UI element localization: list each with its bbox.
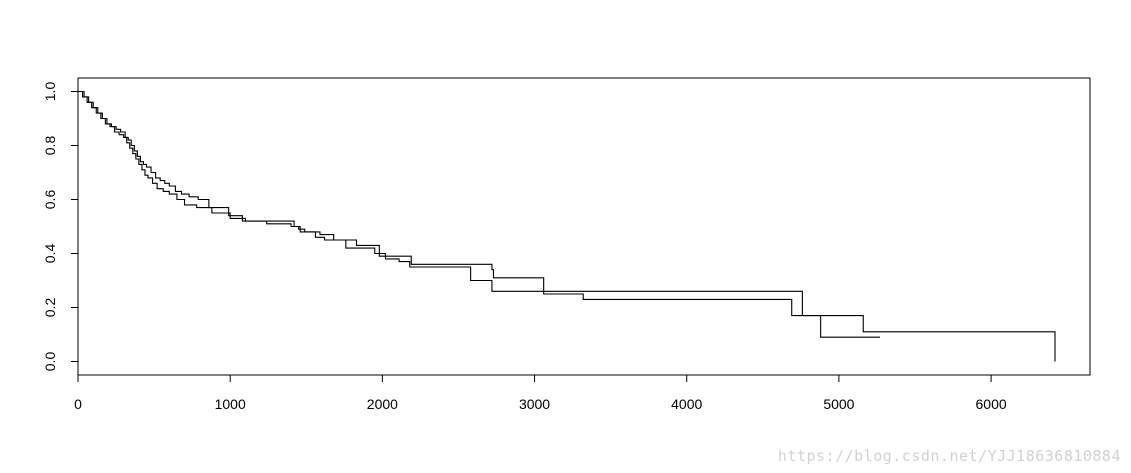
survival-curve-1 [78,90,1056,362]
x-tick-label: 5000 [823,396,854,412]
y-tick-label: 0.0 [42,352,58,372]
x-tick-label: 1000 [215,396,246,412]
x-tick-label: 3000 [519,396,550,412]
x-tick-label: 0 [74,396,82,412]
watermark-text: https://blog.csdn.net/YJJ18636810884 [777,447,1121,465]
survival-curve-2 [78,90,880,338]
x-axis: 0 1000 2000 3000 4000 5000 6000 [74,374,1007,412]
y-axis: 0.0 0.2 0.4 0.6 0.8 1.0 [42,82,79,372]
y-tick-label: 0.2 [42,298,58,318]
y-tick-label: 0.6 [42,190,58,210]
plot-frame [77,77,1091,376]
series-layer [78,90,1056,362]
y-tick-label: 1.0 [42,82,58,102]
x-tick-label: 2000 [367,396,398,412]
y-tick-label: 0.4 [42,244,58,264]
x-tick-label: 6000 [976,396,1007,412]
x-tick-label: 4000 [671,396,702,412]
y-tick-label: 0.8 [42,136,58,156]
